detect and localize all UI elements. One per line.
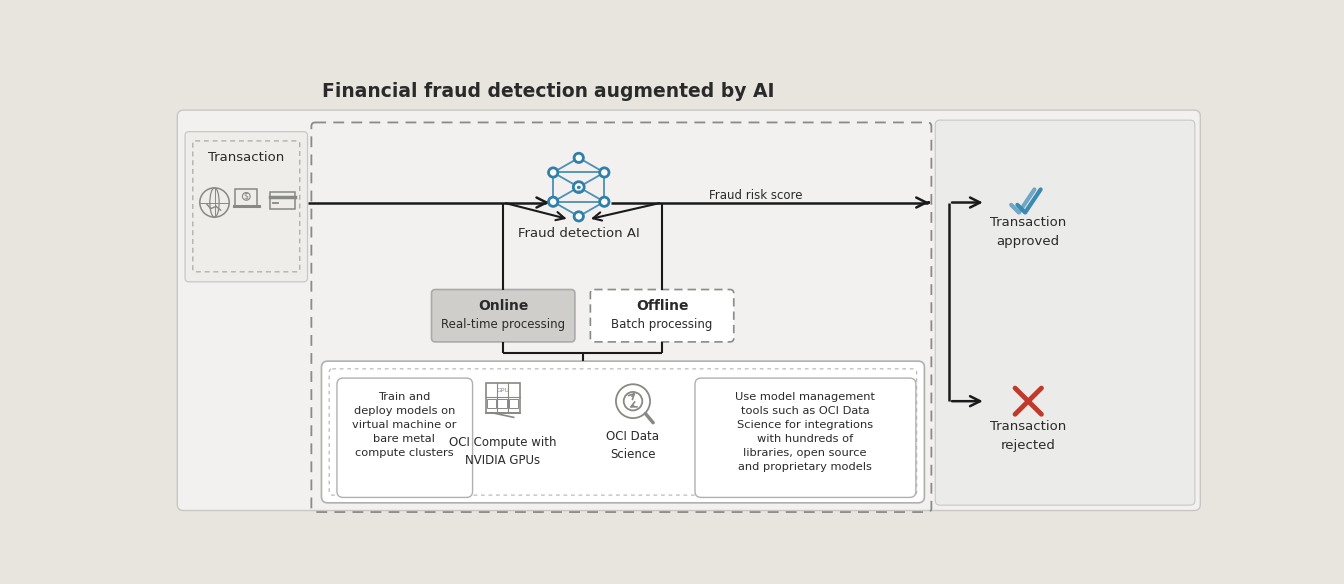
Bar: [487, 399, 496, 408]
FancyBboxPatch shape: [337, 378, 473, 498]
Bar: [497, 399, 507, 408]
Text: Fraud detection AI: Fraud detection AI: [517, 227, 640, 240]
Text: ●: ●: [575, 185, 582, 190]
Circle shape: [599, 197, 609, 206]
Text: Batch processing: Batch processing: [612, 318, 712, 331]
Text: Financial fraud detection: Financial fraud detection: [321, 82, 594, 101]
Text: Online: Online: [478, 300, 528, 314]
FancyBboxPatch shape: [695, 378, 915, 498]
Text: Transaction
approved: Transaction approved: [991, 215, 1066, 248]
Text: OCI Compute with
NVIDIA GPUs: OCI Compute with NVIDIA GPUs: [449, 436, 556, 467]
Bar: [509, 399, 519, 408]
Text: Transaction
rejected: Transaction rejected: [991, 420, 1066, 452]
Text: Train and
deploy models on
virtual machine or
bare metal
compute clusters: Train and deploy models on virtual machi…: [352, 392, 457, 458]
FancyBboxPatch shape: [431, 290, 575, 342]
Circle shape: [574, 153, 583, 162]
Circle shape: [574, 212, 583, 221]
Bar: [485, 384, 520, 413]
FancyBboxPatch shape: [177, 110, 1200, 510]
Text: Real-time processing: Real-time processing: [441, 318, 566, 331]
Circle shape: [599, 168, 609, 177]
FancyBboxPatch shape: [321, 361, 925, 503]
Circle shape: [548, 168, 558, 177]
FancyBboxPatch shape: [590, 290, 734, 342]
Text: Fraud risk score: Fraud risk score: [708, 189, 802, 202]
FancyBboxPatch shape: [185, 131, 308, 282]
Text: $: $: [243, 192, 249, 201]
Text: OCI Data
Science: OCI Data Science: [606, 430, 660, 461]
FancyBboxPatch shape: [935, 120, 1195, 505]
Circle shape: [548, 197, 558, 206]
Text: Transaction: Transaction: [208, 151, 285, 164]
Text: Offline: Offline: [636, 300, 688, 314]
Text: augmented by AI: augmented by AI: [594, 82, 774, 101]
Text: GPU: GPU: [496, 388, 509, 393]
Bar: [235, 189, 257, 206]
Text: Use model management
tools such as OCI Data
Science for integrations
with hundre: Use model management tools such as OCI D…: [735, 392, 875, 472]
Circle shape: [574, 182, 585, 193]
Bar: [270, 192, 296, 208]
